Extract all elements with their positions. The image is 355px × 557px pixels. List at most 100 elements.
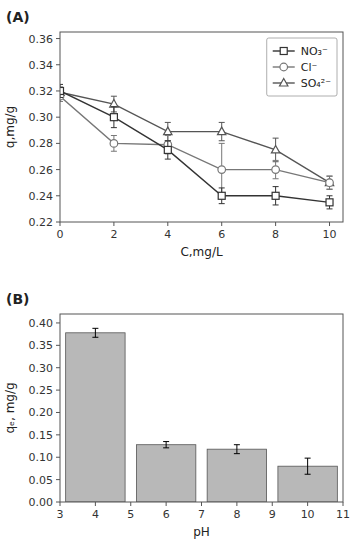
x-tick	[343, 502, 344, 506]
legend-label: SO₄²⁻	[301, 77, 331, 90]
error-bar	[327, 176, 333, 189]
x-tick-label: 8	[233, 508, 240, 521]
y-tick-label: 0.24	[29, 190, 54, 203]
x-tick	[236, 502, 237, 506]
x-tick	[167, 222, 168, 226]
x-tick	[275, 222, 276, 226]
y-tick-label: 0.15	[29, 429, 54, 442]
x-tick-label: 10	[323, 228, 337, 241]
point	[218, 127, 226, 135]
y-tick-label: 0.20	[29, 406, 54, 419]
x-tick	[166, 502, 167, 506]
y-tick	[56, 90, 60, 91]
y-tick-label: 0.00	[29, 496, 54, 509]
y-tick-label: 0.35	[29, 339, 54, 352]
x-tick-label: 2	[110, 228, 117, 241]
x-tick-label: 7	[198, 508, 205, 521]
x-tick-label: 5	[127, 508, 134, 521]
x-tick	[307, 502, 308, 506]
y-tick	[56, 390, 60, 391]
x-tick-label: 3	[57, 508, 64, 521]
x-tick	[221, 222, 222, 226]
x-tick	[130, 502, 131, 506]
x-tick	[272, 502, 273, 506]
panel: 0.220.240.260.280.300.320.340.360246810C…	[3, 9, 343, 259]
y-tick	[56, 502, 60, 503]
y-tick	[56, 457, 60, 458]
y-tick-label: 0.30	[29, 111, 54, 124]
error-bar	[219, 188, 225, 204]
x-tick-label: 6	[163, 508, 170, 521]
x-tick-label: 9	[269, 508, 276, 521]
y-tick-label: 0.05	[29, 474, 54, 487]
y-tick-label: 0.22	[29, 216, 54, 229]
point	[326, 199, 333, 206]
legend-marker	[280, 48, 287, 55]
y-tick	[56, 434, 60, 435]
error-bar	[165, 141, 171, 159]
x-tick-label: 8	[272, 228, 279, 241]
error-bar	[234, 445, 240, 454]
y-tick-label: 0.40	[29, 317, 54, 330]
error-bar	[111, 136, 117, 152]
point	[164, 127, 172, 135]
point	[60, 88, 64, 96]
bar	[136, 445, 195, 502]
x-tick	[329, 222, 330, 226]
bar	[207, 449, 266, 502]
legend-frame	[267, 38, 337, 96]
x-tick-label: 4	[92, 508, 99, 521]
y-tick-label: 0.36	[29, 33, 54, 46]
x-tick-label: 0	[57, 228, 64, 241]
point	[218, 192, 225, 199]
y-tick	[56, 412, 60, 413]
x-axis-label: C,mg/L	[180, 245, 223, 259]
x-tick-label: 10	[301, 508, 315, 521]
error-bar	[327, 196, 333, 209]
point	[218, 166, 226, 174]
y-tick	[56, 195, 60, 196]
y-tick	[56, 367, 60, 368]
bar	[66, 333, 125, 502]
point	[325, 178, 333, 186]
y-tick	[56, 64, 60, 65]
point	[110, 114, 117, 121]
figure: 0.220.240.260.280.300.320.340.360246810C…	[0, 0, 355, 557]
error-bar	[273, 160, 279, 178]
series-line	[60, 92, 330, 182]
legend: NO₃⁻Cl⁻SO₄²⁻	[267, 38, 337, 96]
point	[272, 192, 279, 199]
error-bar	[305, 458, 311, 474]
x-tick	[60, 222, 61, 226]
y-axis-label: q,mg/g	[3, 106, 17, 148]
error-bar	[273, 187, 279, 205]
series-line	[60, 96, 330, 182]
y-tick-label: 0.34	[29, 59, 54, 72]
y-tick	[56, 322, 60, 323]
y-tick	[56, 345, 60, 346]
legend-label: NO₃⁻	[301, 45, 328, 58]
legend-marker	[280, 79, 288, 87]
y-tick-label: 0.25	[29, 384, 54, 397]
x-tick	[201, 502, 202, 506]
plot-frame	[60, 32, 343, 222]
plot-area	[66, 328, 338, 502]
y-tick-label: 0.26	[29, 164, 54, 177]
y-tick	[56, 38, 60, 39]
y-tick-label: 0.32	[29, 85, 54, 98]
x-tick-label: 11	[336, 508, 350, 521]
panel: 0.000.050.100.150.200.250.300.350.403456…	[3, 291, 350, 539]
y-tick-label: 0.30	[29, 362, 54, 375]
panel-label: (A)	[6, 9, 30, 25]
x-tick	[113, 222, 114, 226]
x-tick	[60, 502, 61, 506]
series-line	[60, 91, 330, 202]
x-tick	[95, 502, 96, 506]
error-bar	[163, 442, 169, 448]
y-tick	[56, 117, 60, 118]
point	[271, 145, 279, 153]
error-bar	[92, 328, 98, 337]
y-tick	[56, 143, 60, 144]
point	[110, 140, 118, 148]
panel-label: (B)	[6, 291, 29, 307]
